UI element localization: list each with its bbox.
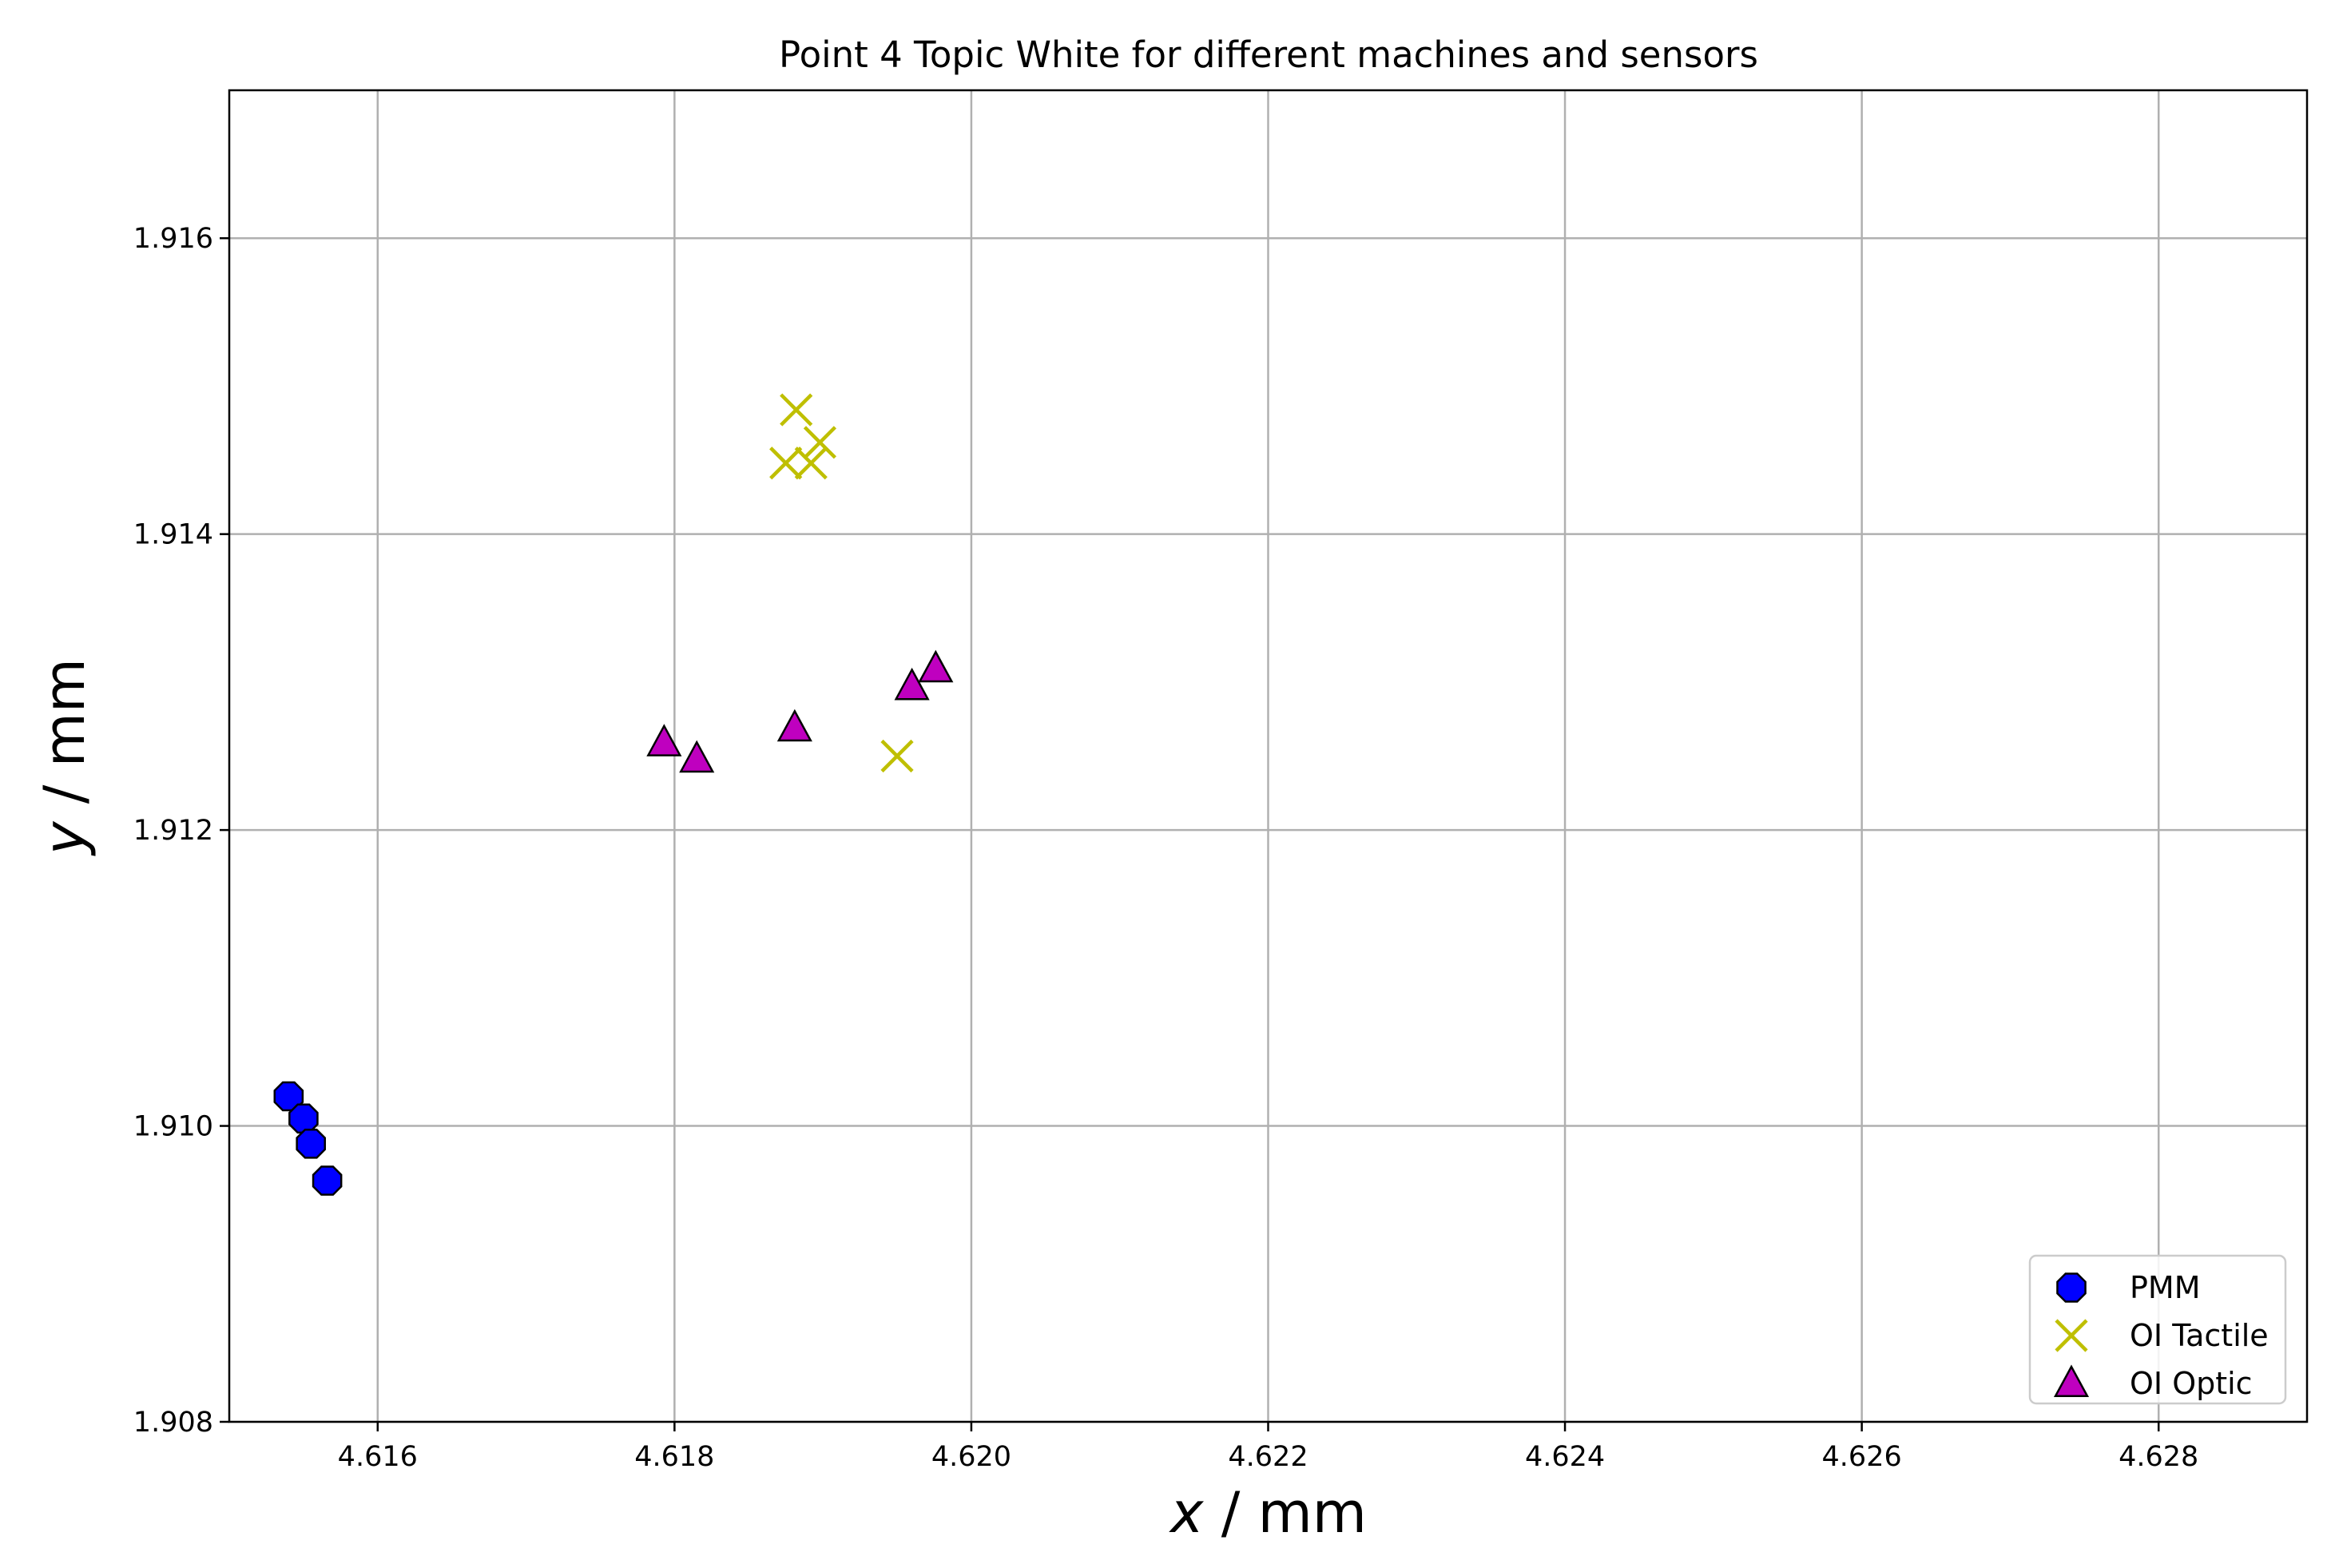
data-point-stroke (769, 447, 803, 480)
series-oi-tactile (769, 393, 914, 773)
data-point (794, 447, 828, 480)
data-point (769, 447, 803, 480)
data-point-stroke (794, 447, 828, 480)
data-point (918, 649, 954, 683)
series-oi-optic (646, 649, 954, 773)
legend-label: OI Optic (2130, 1366, 2253, 1401)
series-pmm (273, 1081, 343, 1196)
legend-item: OI Optic (2053, 1364, 2253, 1401)
y-tick-label: 1.910 (133, 1111, 213, 1143)
data-point (880, 739, 914, 773)
x-tick-label: 4.626 (1822, 1441, 1902, 1473)
y-tick-label: 1.912 (133, 815, 213, 847)
data-point (894, 667, 930, 701)
x-tick-label: 4.620 (931, 1441, 1011, 1473)
y-axis-label-unit: / mm (32, 658, 97, 821)
axis-ticks: 4.616 4.618 4.620 4.622 4.624 4.626 4.628 1.908… (133, 223, 2199, 1473)
y-axis-label-var: y (32, 820, 97, 856)
legend-box (2028, 1254, 2287, 1405)
legend-marker (2056, 1272, 2087, 1303)
y-tick-label: 1.916 (133, 223, 213, 255)
data-marks (273, 393, 954, 1196)
data-point (776, 709, 812, 742)
chart-title: Point 4 Topic White for different machin… (779, 34, 1758, 76)
data-point (288, 1103, 319, 1134)
legend-marker-stroke (2055, 1319, 2088, 1352)
y-tick-label: 1.908 (133, 1407, 213, 1439)
x-tick-label: 4.618 (634, 1441, 714, 1473)
legend-items: PMM OI Tactile OI Optic (2053, 1270, 2269, 1401)
data-point (312, 1165, 343, 1196)
legend-marker (2053, 1364, 2090, 1397)
plot-area (228, 89, 2309, 1423)
data-point-stroke (780, 393, 813, 427)
y-tick-label: 1.914 (133, 519, 213, 551)
data-point (646, 724, 682, 756)
y-axis-label: y / mm (32, 658, 97, 856)
legend-item: OI Tactile (2055, 1318, 2269, 1353)
data-point-stroke (880, 739, 914, 773)
legend-label: PMM (2130, 1270, 2201, 1305)
data-point (780, 393, 813, 427)
legend-item: PMM (2056, 1270, 2201, 1305)
data-point-stroke (803, 426, 837, 459)
data-point (679, 740, 715, 773)
x-tick-label: 4.624 (1525, 1441, 1605, 1473)
x-axis-label: x / mm (1169, 1480, 1367, 1546)
legend-label: OI Tactile (2130, 1318, 2269, 1353)
x-tick-label: 4.616 (338, 1441, 418, 1473)
x-axis-label-var: x (1169, 1480, 1204, 1546)
x-tick-label: 4.622 (1228, 1441, 1308, 1473)
data-point (296, 1128, 326, 1159)
data-point (803, 426, 837, 459)
x-axis-label-unit: / mm (1203, 1480, 1366, 1546)
legend: PMM OI Tactile OI Optic (2028, 1254, 2287, 1405)
x-tick-label: 4.628 (2119, 1441, 2198, 1473)
legend-marker (2055, 1319, 2088, 1352)
